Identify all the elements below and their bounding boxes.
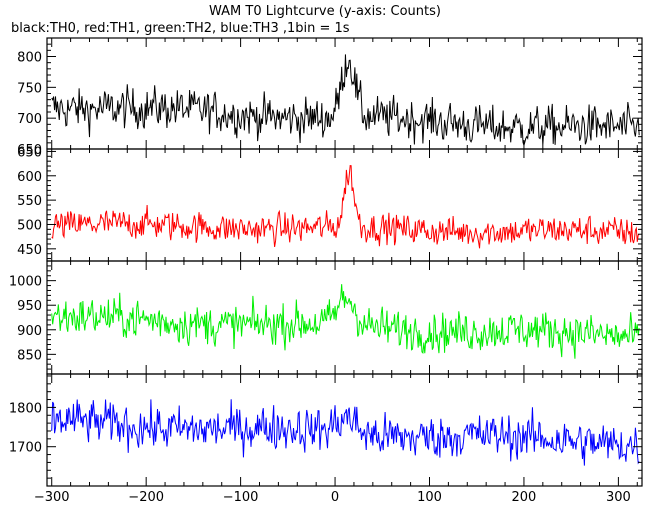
y-tick-label: 500 [17, 218, 42, 233]
y-tick-label: 650 [17, 145, 42, 160]
x-tick-label: −200 [128, 490, 164, 505]
panel-th2: 850 900 950 1000 [9, 260, 643, 375]
x-tick-label: −100 [223, 490, 259, 505]
y-tick-label: 550 [17, 194, 42, 209]
x-tick-label: 300 [606, 490, 631, 505]
series-th3 [51, 399, 640, 466]
chart-title: WAM T0 Lightcurve (y-axis: Counts) [209, 4, 441, 19]
panel-th1: 450 500 550 600 650 [17, 145, 643, 262]
series-th1 [51, 165, 640, 249]
y-tick-label: 650 [17, 143, 42, 158]
panel-frame [46, 148, 643, 262]
y-tick-label: 900 [17, 324, 42, 339]
y-tick-label: 850 [17, 348, 42, 363]
y-tick-label: 1800 [9, 401, 42, 416]
series-th0 [51, 54, 640, 147]
x-axis: −300 −200 −100 0 100 200 300 [34, 490, 631, 505]
y-tick-label: 950 [17, 299, 42, 314]
chart-subtitle: black:TH0, red:TH1, green:TH2, blue:TH3 … [11, 21, 350, 36]
y-tick-label: 450 [17, 243, 42, 258]
y-tick-label: 1700 [9, 441, 42, 456]
panel-frame [46, 373, 643, 487]
x-tick-label: −300 [34, 490, 70, 505]
panel-th3: 1700 1800 [9, 373, 643, 487]
panels: 6507007508004505005506006508509009501000… [9, 37, 643, 487]
y-tick-label: 800 [17, 51, 42, 66]
y-tick-label: 700 [17, 112, 42, 127]
x-tick-label: 100 [417, 490, 442, 505]
panel-th0: 650 700 750 800 [17, 37, 643, 158]
x-tick-label: 200 [512, 490, 537, 505]
y-tick-label: 1000 [9, 275, 42, 290]
x-tick-label: 0 [331, 490, 339, 505]
series-th2 [51, 284, 640, 359]
y-tick-label: 600 [17, 170, 42, 185]
y-tick-label: 750 [17, 81, 42, 96]
